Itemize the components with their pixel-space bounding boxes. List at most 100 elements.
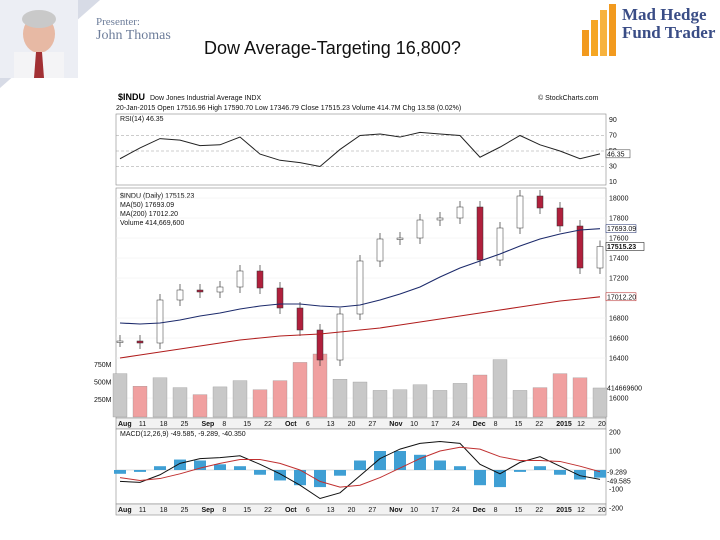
legend-price: $INDU (Daily) 17515.23 bbox=[120, 193, 194, 200]
x-axis-label-top: 25 bbox=[181, 421, 189, 428]
legend-volume: Volume 414,669,600 bbox=[120, 220, 184, 227]
macd-histogram-bar bbox=[454, 466, 466, 470]
x-axis-band-top bbox=[115, 417, 607, 430]
x-axis-band-bottom bbox=[115, 503, 607, 516]
volume-bar bbox=[372, 390, 388, 418]
price-candle bbox=[336, 313, 344, 361]
macd-tick-label: 100 bbox=[609, 449, 621, 456]
price-value-box bbox=[605, 224, 637, 233]
price-candle bbox=[376, 238, 384, 262]
chart-symbol: $INDU bbox=[118, 92, 145, 102]
price-value-box bbox=[605, 292, 637, 302]
brand-line-1: Mad Hedge bbox=[622, 5, 707, 24]
macd-signal-line bbox=[119, 446, 601, 488]
price-candle bbox=[576, 225, 584, 269]
price-candle bbox=[476, 206, 484, 261]
x-axis-label-top: 6 bbox=[306, 421, 310, 428]
volume-value-label: 414669600 bbox=[607, 385, 642, 392]
x-axis-label-top: 8 bbox=[222, 421, 226, 428]
ma200-line bbox=[119, 296, 601, 359]
price-tick-label: 16600 bbox=[609, 336, 629, 343]
macd-histogram-bar bbox=[474, 470, 486, 486]
x-axis-label-top: 27 bbox=[368, 421, 376, 428]
macd-tick-label: -100 bbox=[609, 487, 623, 494]
macd-value: -49.585 bbox=[607, 478, 631, 485]
legend-ma200: MA(200) 17012.20 bbox=[120, 211, 178, 218]
price-tick-label: 16800 bbox=[609, 316, 629, 323]
volume-bar bbox=[352, 381, 368, 418]
macd-histogram-bar bbox=[534, 466, 546, 470]
macd-histogram-bar bbox=[194, 460, 206, 470]
rsi-panel bbox=[115, 113, 607, 186]
mad-hedge-logo bbox=[582, 4, 616, 56]
x-axis-label-top: 17 bbox=[431, 421, 439, 428]
volume-bar bbox=[532, 387, 548, 418]
x-axis-label-bottom: 24 bbox=[452, 507, 460, 514]
presenter-photo bbox=[0, 0, 78, 78]
volume-bar bbox=[452, 383, 468, 418]
macd-histogram-bar bbox=[254, 470, 266, 475]
volume-bar bbox=[332, 379, 348, 418]
price-candle bbox=[136, 340, 144, 344]
x-axis-label-bottom: Oct bbox=[285, 507, 297, 514]
price-candle bbox=[356, 260, 364, 315]
x-axis-label-bottom: 20 bbox=[348, 507, 356, 514]
price-candle bbox=[516, 195, 524, 229]
presenter-name: John Thomas bbox=[96, 28, 171, 43]
macd-histogram-bar bbox=[314, 470, 326, 488]
x-axis-label-top: 22 bbox=[535, 421, 543, 428]
x-axis-label-bottom: 22 bbox=[264, 507, 272, 514]
x-axis-label-top: 22 bbox=[264, 421, 272, 428]
x-axis-label-top: 2015 bbox=[556, 421, 572, 428]
macd-signal-value: -9.289 bbox=[607, 469, 627, 476]
price-candle bbox=[536, 195, 544, 209]
price-tick-label: 17600 bbox=[609, 236, 629, 243]
legend-ma50: MA(50) 17693.09 bbox=[120, 202, 174, 209]
price-value-label: 17515.23 bbox=[607, 244, 636, 251]
x-axis-label-bottom: 11 bbox=[139, 507, 146, 514]
price-candle bbox=[176, 289, 184, 301]
volume-bar bbox=[272, 380, 288, 418]
macd-histogram-bar bbox=[134, 470, 146, 472]
price-tick-label: 18000 bbox=[609, 196, 629, 203]
x-axis-label-top: 15 bbox=[515, 421, 523, 428]
x-axis-label-top: 24 bbox=[452, 421, 460, 428]
macd-histogram-bar bbox=[234, 466, 246, 470]
volume-tick-label: 750M bbox=[94, 362, 112, 369]
x-axis-label-bottom: Dec bbox=[473, 507, 486, 514]
x-axis-label-bottom: 8 bbox=[222, 507, 226, 514]
macd-histogram-bar bbox=[434, 460, 446, 470]
volume-bar bbox=[192, 394, 208, 418]
volume-tick-label: 500M bbox=[94, 380, 112, 387]
volume-bar bbox=[112, 373, 128, 418]
x-axis-label-bottom: 20 bbox=[598, 507, 606, 514]
x-axis-label-top: 11 bbox=[139, 421, 146, 428]
price-candle bbox=[416, 219, 424, 239]
x-axis-label-bottom: 13 bbox=[327, 507, 335, 514]
volume-bar bbox=[172, 387, 188, 418]
price-candle bbox=[556, 207, 564, 227]
brand-line-2: Fund Trader bbox=[622, 23, 716, 42]
rsi-current-value: 46.35 bbox=[607, 151, 625, 158]
price-candle bbox=[256, 270, 264, 289]
price-candle bbox=[596, 246, 604, 269]
brand-name: Mad Hedge Fund Trader bbox=[622, 6, 715, 42]
price-candle bbox=[316, 329, 324, 361]
price-tick-label: 17400 bbox=[609, 256, 629, 263]
macd-tick-label: 200 bbox=[609, 430, 621, 437]
macd-histogram-bar bbox=[274, 470, 286, 481]
macd-histogram-bar bbox=[494, 470, 506, 488]
macd-histogram-bar bbox=[334, 470, 346, 476]
price-candle bbox=[456, 206, 464, 219]
volume-bar bbox=[472, 374, 488, 418]
price-tick-label: 16400 bbox=[609, 356, 629, 363]
volume-bar bbox=[572, 377, 588, 418]
macd-histogram-bar bbox=[174, 459, 186, 470]
volume-bar bbox=[552, 373, 568, 418]
slide-title: Dow Average-Targeting 16,800? bbox=[204, 38, 461, 58]
macd-histogram-bar bbox=[154, 466, 166, 470]
x-axis-label-bottom: 22 bbox=[535, 507, 543, 514]
price-candle bbox=[216, 286, 224, 293]
x-axis-label-bottom: 17 bbox=[431, 507, 439, 514]
